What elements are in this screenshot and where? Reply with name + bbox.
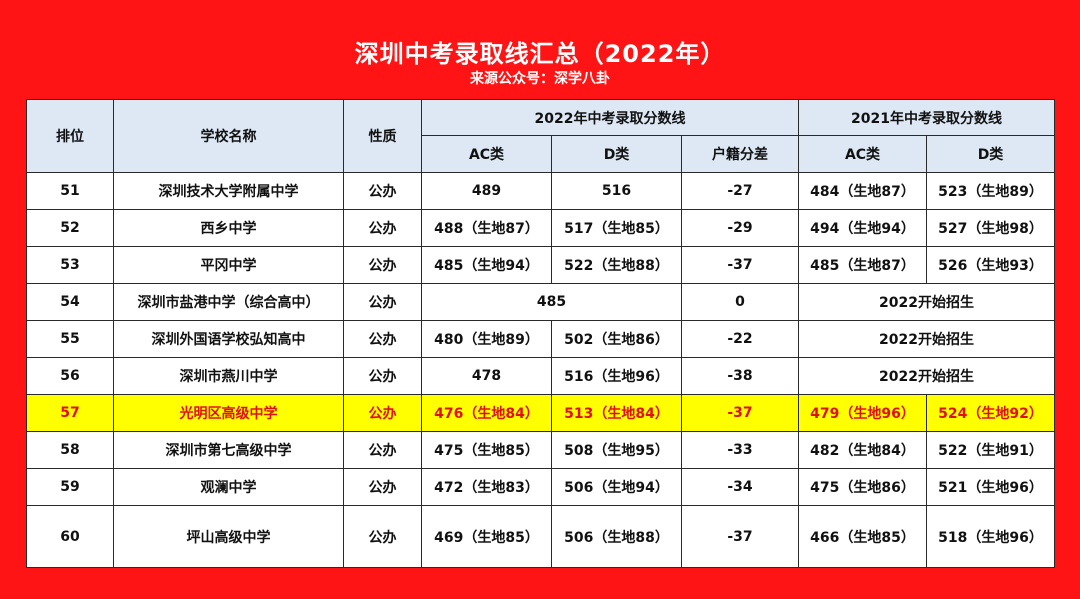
cell-2021-merged: 2022开始招生 (798, 357, 1055, 395)
cell-school: 深圳市盐港中学（综合高中） (113, 283, 344, 321)
cell-diff-2022: -33 (681, 431, 799, 469)
page-title: 深圳中考录取线汇总（2022年） (354, 40, 726, 68)
header-school: 学校名称 (113, 99, 344, 173)
cell-d-2022: 522（生地88） (551, 246, 682, 284)
cell-nature: 公办 (343, 246, 422, 284)
header-nature: 性质 (343, 99, 422, 173)
header-d-2022: D类 (551, 135, 682, 173)
source-label: 来源公众号：深学八卦 (470, 71, 610, 87)
header-diff-2022: 户籍分差 (681, 135, 799, 173)
table-row: 53 平冈中学 公办 485（生地94） 522（生地88） -37 485（生… (26, 246, 1055, 284)
score-table: 排位 学校名称 性质 2022年中考录取分数线 2021年中考录取分数线 AC类… (26, 99, 1055, 568)
cell-d-2021: 521（生地96） (926, 468, 1055, 506)
cell-rank: 56 (26, 357, 114, 395)
cell-ac-2021: 475（生地86） (798, 468, 927, 506)
table-row: 58 深圳市第七高级中学 公办 475（生地85） 508（生地95） -33 … (26, 431, 1055, 469)
table-row: 51 深圳技术大学附属中学 公办 489 516 -27 484（生地87） 5… (26, 172, 1055, 210)
cell-d-2021: 527（生地98） (926, 209, 1055, 247)
cell-ac-2021: 466（生地85） (798, 505, 927, 568)
cell-nature: 公办 (343, 172, 422, 210)
cell-diff-2022: -22 (681, 320, 799, 358)
cell-2021-merged: 2022开始招生 (798, 283, 1055, 321)
cell-ac-2022: 475（生地85） (421, 431, 552, 469)
cell-d-2022: 513（生地84） (551, 394, 682, 432)
cell-nature: 公办 (343, 357, 422, 395)
cell-nature: 公办 (343, 209, 422, 247)
cell-diff-2022: -29 (681, 209, 799, 247)
cell-ac-2022: 476（生地84） (421, 394, 552, 432)
cell-2021-merged: 2022开始招生 (798, 320, 1055, 358)
cell-d-2022: 506（生地88） (551, 505, 682, 568)
cell-d-2022: 508（生地95） (551, 431, 682, 469)
cell-ac-2021: 479（生地96） (798, 394, 927, 432)
cell-ac-2021: 494（生地94） (798, 209, 927, 247)
table-row: 60 坪山高级中学 公办 469（生地85） 506（生地88） -37 466… (26, 505, 1055, 568)
cell-ac-2022: 472（生地83） (421, 468, 552, 506)
cell-diff-2022: -37 (681, 394, 799, 432)
cell-school: 深圳市燕川中学 (113, 357, 344, 395)
cell-nature: 公办 (343, 431, 422, 469)
cell-d-2022: 506（生地94） (551, 468, 682, 506)
cell-school: 观澜中学 (113, 468, 344, 506)
cell-ac-2022: 478 (421, 357, 552, 395)
cell-nature: 公办 (343, 468, 422, 506)
cell-rank: 58 (26, 431, 114, 469)
cell-nature: 公办 (343, 283, 422, 321)
cell-rank: 60 (26, 505, 114, 568)
cell-school: 坪山高级中学 (113, 505, 344, 568)
cell-ac-2022: 469（生地85） (421, 505, 552, 568)
cell-school: 平冈中学 (113, 246, 344, 284)
header-d-2021: D类 (926, 135, 1055, 173)
table-row: 55 深圳外国语学校弘知高中 公办 480（生地89） 502（生地86） -2… (26, 320, 1055, 358)
cell-rank: 59 (26, 468, 114, 506)
header-group-2021: 2021年中考录取分数线 (798, 99, 1055, 136)
cell-rank: 55 (26, 320, 114, 358)
cell-diff-2022: -34 (681, 468, 799, 506)
cell-ac-2021: 485（生地87） (798, 246, 927, 284)
header-ac-2021: AC类 (798, 135, 927, 173)
cell-rank: 57 (26, 394, 114, 432)
cell-d-2021: 522（生地91） (926, 431, 1055, 469)
table-row: 52 西乡中学 公办 488（生地87） 517（生地85） -29 494（生… (26, 209, 1055, 247)
cell-diff-2022: -38 (681, 357, 799, 395)
cell-d-2021: 523（生地89） (926, 172, 1055, 210)
cell-school: 深圳技术大学附属中学 (113, 172, 344, 210)
cell-nature: 公办 (343, 320, 422, 358)
cell-nature: 公办 (343, 394, 422, 432)
cell-d-2022: 516（生地96） (551, 357, 682, 395)
cell-ac-2022: 480（生地89） (421, 320, 552, 358)
cell-rank: 54 (26, 283, 114, 321)
cell-ac-2021: 484（生地87） (798, 172, 927, 210)
header-ac-2022: AC类 (421, 135, 552, 173)
cell-d-2022: 516 (551, 172, 682, 210)
cell-d-2021: 518（生地96） (926, 505, 1055, 568)
table-row: 56 深圳市燕川中学 公办 478 516（生地96） -38 2022开始招生 (26, 357, 1055, 395)
cell-diff-2022: -37 (681, 505, 799, 568)
cell-rank: 53 (26, 246, 114, 284)
cell-school: 光明区高级中学 (113, 394, 344, 432)
cell-ac-2021: 482（生地84） (798, 431, 927, 469)
cell-rank: 51 (26, 172, 114, 210)
cell-d-2021: 526（生地93） (926, 246, 1055, 284)
cell-school: 深圳市第七高级中学 (113, 431, 344, 469)
cell-ac-2022: 489 (421, 172, 552, 210)
cell-d-2021: 524（生地92） (926, 394, 1055, 432)
cell-d-2022: 517（生地85） (551, 209, 682, 247)
cell-ac-2022: 485（生地94） (421, 246, 552, 284)
cell-nature: 公办 (343, 505, 422, 568)
table-row: 54 深圳市盐港中学（综合高中） 公办 485 0 2022开始招生 (26, 283, 1055, 321)
cell-diff-2022: 0 (681, 283, 799, 321)
cell-school: 西乡中学 (113, 209, 344, 247)
table-row-highlighted: 57 光明区高级中学 公办 476（生地84） 513（生地84） -37 47… (26, 394, 1055, 432)
header-group-2022: 2022年中考录取分数线 (421, 99, 799, 136)
table-row: 59 观澜中学 公办 472（生地83） 506（生地94） -34 475（生… (26, 468, 1055, 506)
cell-acd-2022-merged: 485 (421, 283, 682, 321)
cell-diff-2022: -37 (681, 246, 799, 284)
cell-d-2022: 502（生地86） (551, 320, 682, 358)
cell-ac-2022: 488（生地87） (421, 209, 552, 247)
cell-rank: 52 (26, 209, 114, 247)
cell-diff-2022: -27 (681, 172, 799, 210)
header-rank: 排位 (26, 99, 114, 173)
cell-school: 深圳外国语学校弘知高中 (113, 320, 344, 358)
